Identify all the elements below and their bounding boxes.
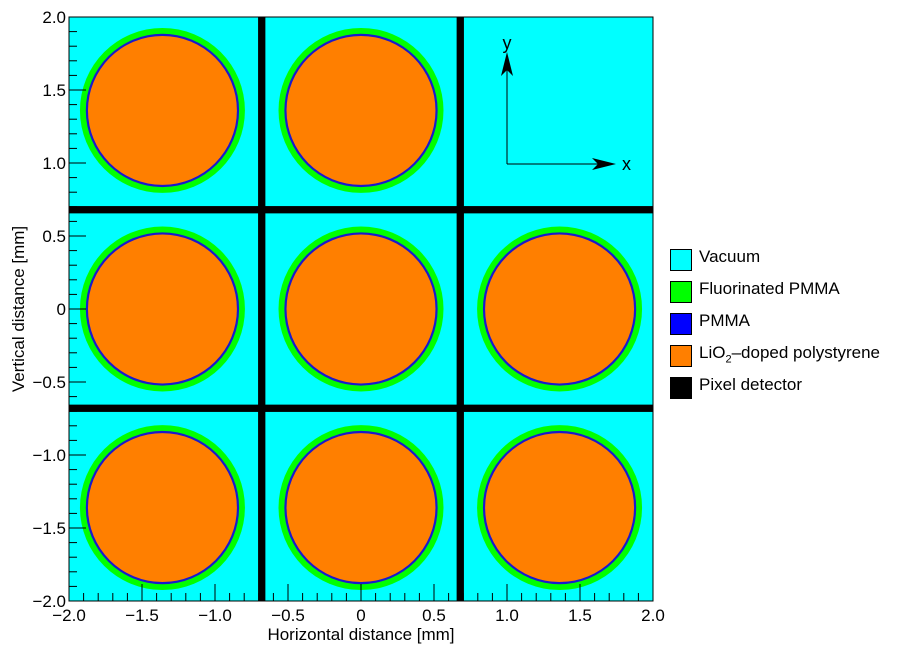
legend-label-doped-post: –doped polystyrene [731,343,880,362]
doped-polystyrene-core [485,234,635,384]
legend-item-fluorinated-pmma: Fluorinated PMMA [670,278,912,310]
legend-item-pixel-detector: Pixel detector [670,374,912,406]
legend-swatch-vacuum [670,249,692,271]
inset-x-arrowhead [592,158,616,170]
doped-polystyrene-core [87,35,237,185]
legend-swatch-pmma [670,313,692,335]
doped-polystyrene-core [87,234,237,384]
doped-polystyrene-core [286,433,436,583]
x-tick-label: −0.5 [271,606,305,625]
y-tick-label: 0.5 [42,227,66,246]
x-tick-label: 0 [356,606,365,625]
doped-polystyrene-core [286,234,436,384]
legend-item-doped-polystyrene: LiO2–doped polystyrene [670,342,912,374]
doped-polystyrene-core [485,433,635,583]
legend-swatch-pixel-detector [670,377,692,399]
legend-label-doped-polystyrene: LiO2–doped polystyrene [699,343,880,365]
x-tick-label: −1.0 [198,606,232,625]
pixel-detector-vertical [456,17,464,601]
legend-item-pmma: PMMA [670,310,912,342]
legend-label-pixel-detector: Pixel detector [699,375,802,394]
pixel-detector-lines [69,17,653,601]
doped-polystyrene-core [87,433,237,583]
legend-label-vacuum: Vacuum [699,247,761,266]
pixel-detector-horizontal [69,404,653,412]
legend-label-fluorinated-pmma: Fluorinated PMMA [699,279,840,298]
x-axis-label: Horizontal distance [mm] [267,625,454,644]
y-tick-label: 1.0 [42,154,66,173]
coordinate-inset: y x [501,33,631,174]
axis-ticks [68,16,654,602]
y-axis-label: Vertical distance [mm] [9,226,28,392]
legend-swatch-fluorinated-pmma [670,281,692,303]
legend-item-vacuum: Vacuum [670,246,912,278]
axis-tick-labels: −2.0−2.0 −1.5 −1.5 −1.0 −1.0 −0.5 −0.5 0 0 0.5 0.5… [32,8,664,625]
y-tick-label: −1.5 [32,519,66,538]
inset-x-label: x [622,154,631,174]
pixel-detector-vertical [258,17,266,601]
y-tick-label: 0 [57,300,66,319]
legend-label-doped-sub: 2 [725,353,732,366]
legend-swatch-doped-polystyrene [670,345,692,367]
x-tick-label: −1.5 [125,606,159,625]
fibers [79,27,643,591]
pixel-detector-horizontal [69,206,653,214]
x-tick-label: 2.0 [641,606,665,625]
inset-y-arrowhead [501,52,513,76]
x-tick-label: 1.5 [568,606,592,625]
y-tick-label: −2.0 [32,592,66,611]
x-tick-label: 1.0 [495,606,519,625]
y-tick-label: 1.5 [42,81,66,100]
x-tick-label: −2.0 [52,606,86,625]
inset-y-label: y [503,33,512,53]
y-tick-label: −1.0 [32,446,66,465]
legend-label-doped-pre: LiO [699,343,726,362]
x-tick-label: 0.5 [422,606,446,625]
doped-polystyrene-core [286,35,436,185]
legend-label-pmma: PMMA [699,311,750,330]
y-tick-label: −0.5 [32,373,66,392]
legend: Vacuum Fluorinated PMMA PMMA LiO2–doped … [670,246,912,406]
y-tick-label: 2.0 [42,8,66,27]
plot-area [69,17,653,601]
